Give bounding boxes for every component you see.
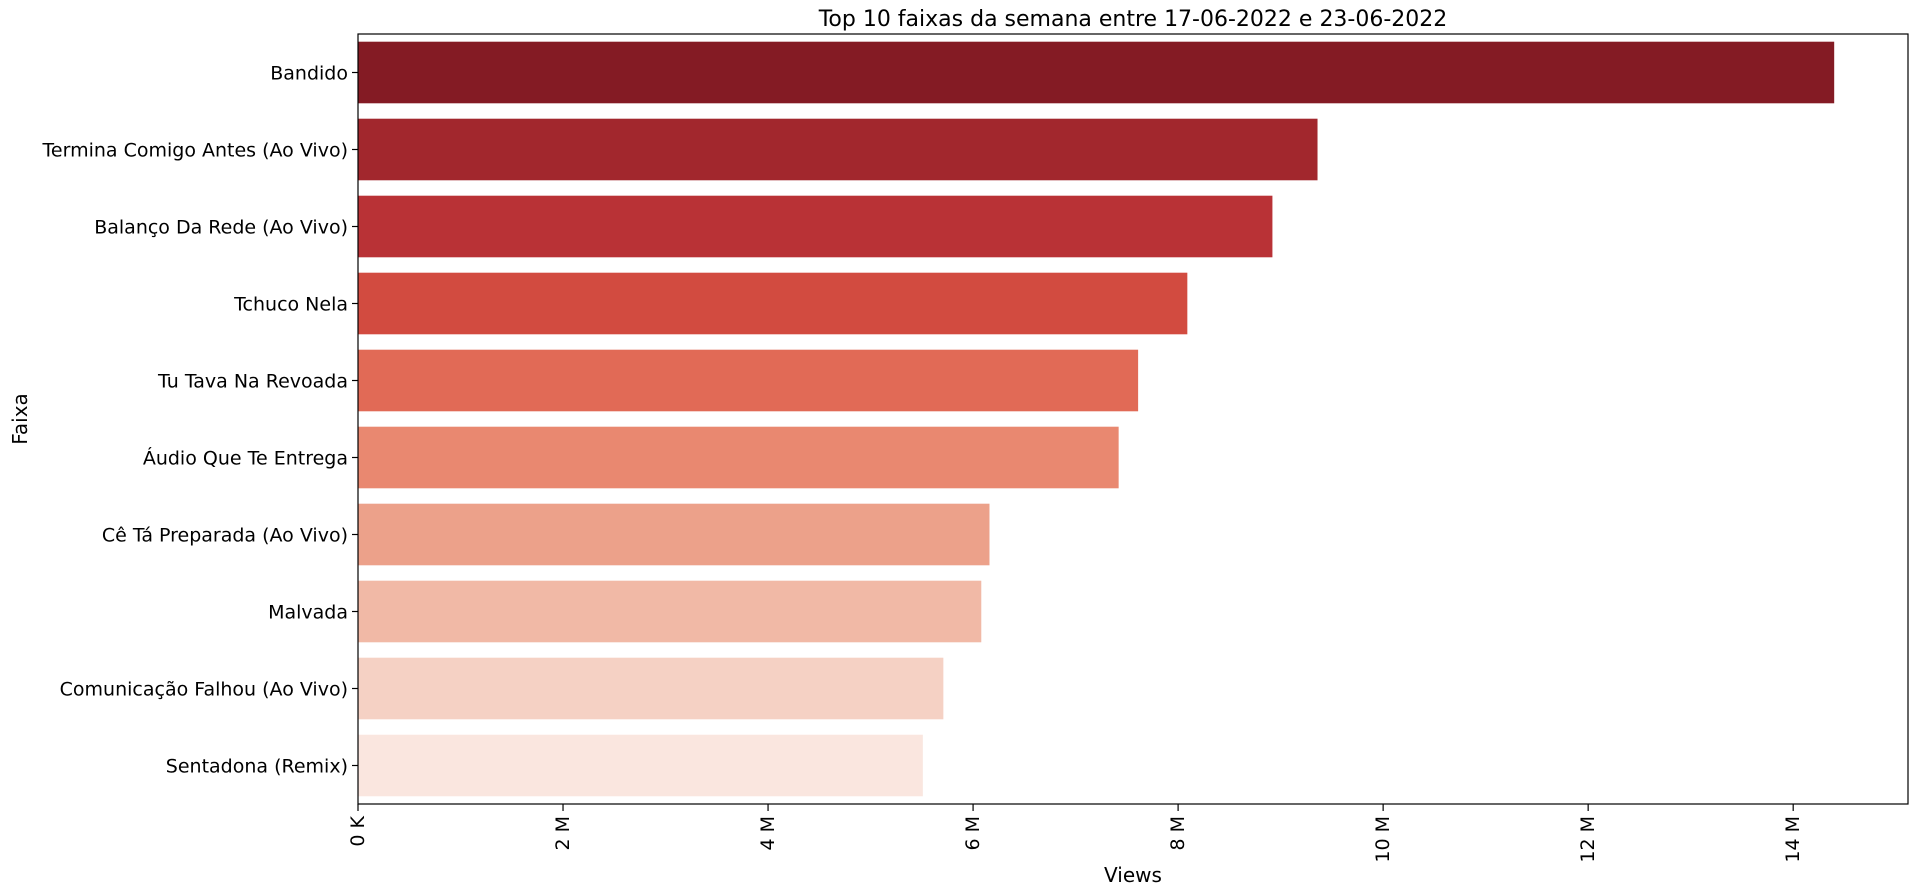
chart-title: Top 10 faixas da semana entre 17-06-2022… <box>818 7 1448 32</box>
bar-6 <box>358 426 1119 489</box>
bar-9 <box>358 657 944 720</box>
bar-4 <box>358 272 1188 335</box>
x-tick-label: 2 M <box>552 816 574 851</box>
y-tick-label: Comunicação Falhou (Ao Vivo) <box>60 679 348 701</box>
bar-2 <box>358 118 1318 181</box>
plot-frame <box>357 33 1909 805</box>
bars-group <box>358 41 1835 797</box>
y-tick-label: Sentadona (Remix) <box>166 756 348 778</box>
bar-3 <box>358 195 1273 258</box>
y-tick-label: Balanço Da Rede (Ao Vivo) <box>94 217 348 239</box>
bar-10 <box>358 734 923 797</box>
x-tick-label: 4 M <box>757 816 779 851</box>
bar-5 <box>358 349 1139 412</box>
x-tick-label: 8 M <box>1167 816 1189 851</box>
y-tick-label: Tchuco Nela <box>233 294 348 316</box>
x-tick-label: 14 M <box>1782 816 1804 863</box>
x-tick-label: 10 M <box>1372 816 1394 863</box>
y-tick-label: Malvada <box>268 602 348 624</box>
y-tick-label: Termina Comigo Antes (Ao Vivo) <box>42 140 348 162</box>
y-tick-label: Cê Tá Preparada (Ao Vivo) <box>102 525 348 547</box>
y-tick-labels: Bandido Termina Comigo Antes (Ao Vivo) Bal… <box>42 63 358 778</box>
x-tick-label: 6 M <box>962 816 984 851</box>
y-tick-label: Bandido <box>270 63 348 85</box>
x-ticks: 0 K 2 M 4 M 6 M 8 M 10 M 12 M 14 M <box>347 804 1804 863</box>
bar-7 <box>358 503 990 566</box>
x-tick-label: 0 K <box>347 815 369 846</box>
bar-1 <box>358 41 1835 104</box>
bar-8 <box>358 580 982 643</box>
x-axis-label: Views <box>1104 863 1162 887</box>
y-axis-label: Faixa <box>8 393 32 445</box>
y-tick-label: Áudio Que Te Entrega <box>143 447 348 470</box>
y-tick-label: Tu Tava Na Revoada <box>157 371 348 393</box>
x-tick-label: 12 M <box>1577 816 1599 863</box>
